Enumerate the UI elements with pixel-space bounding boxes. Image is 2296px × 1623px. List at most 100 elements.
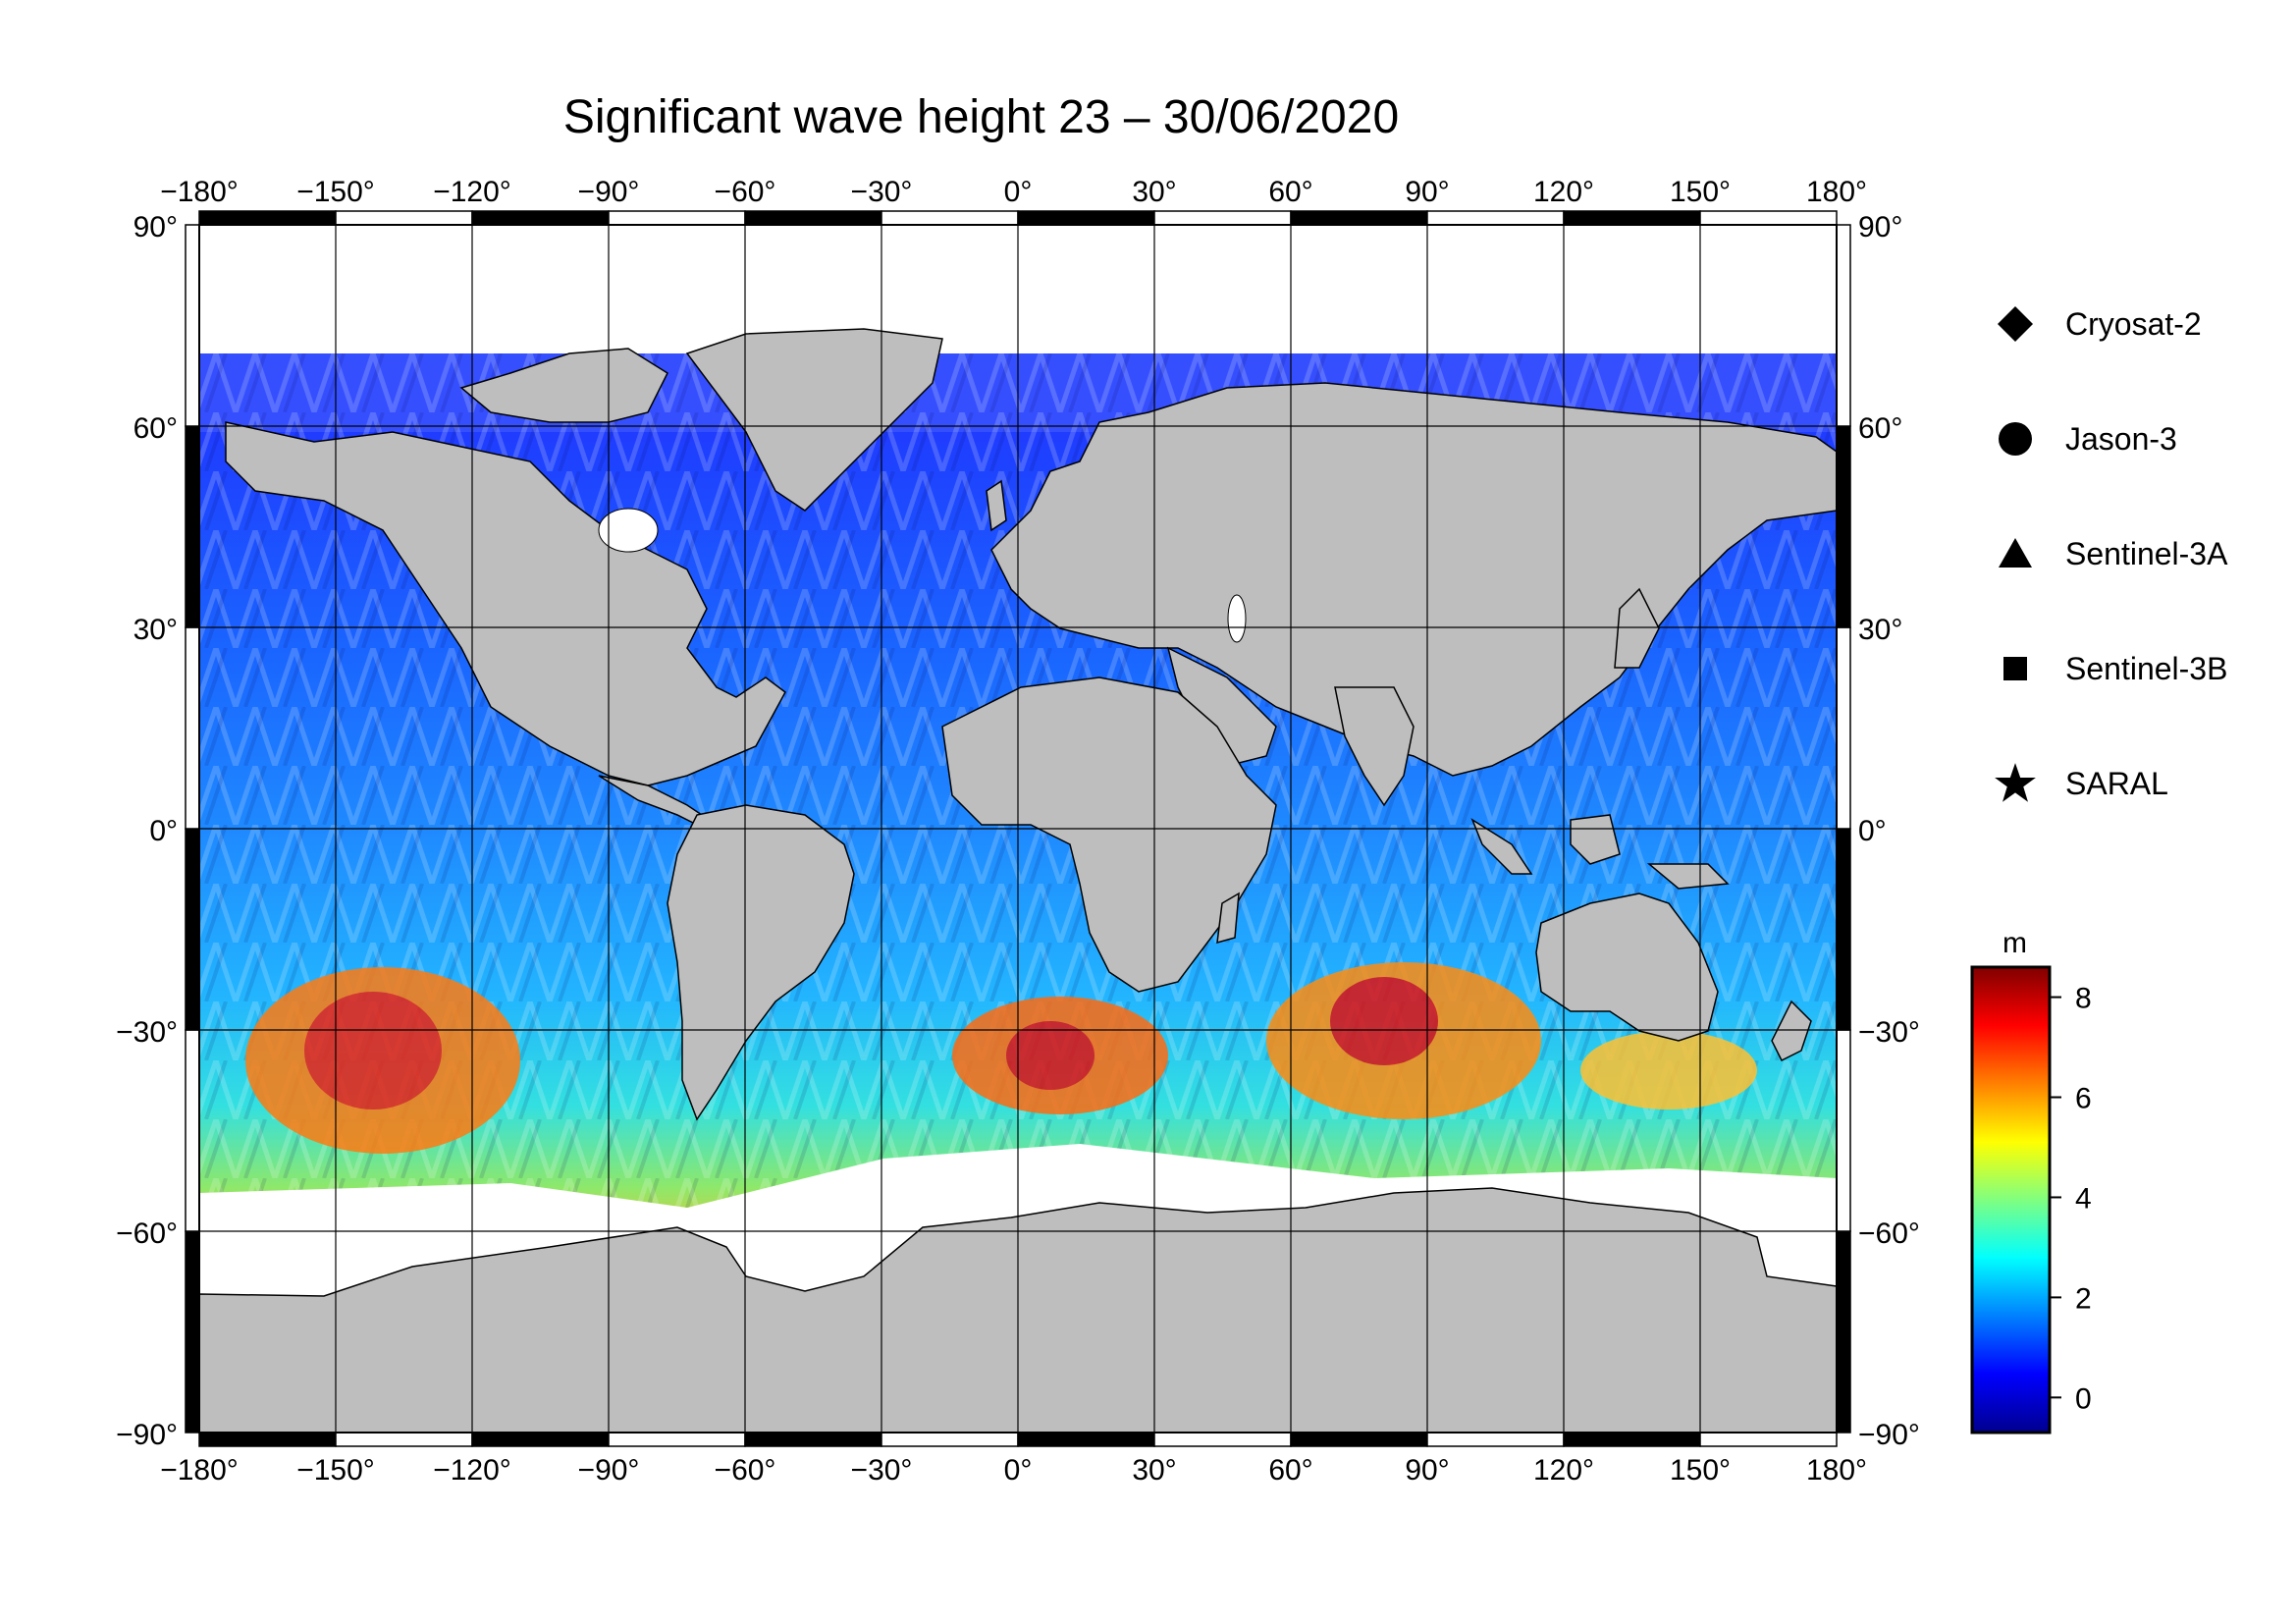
frame-bar-bottom [1017,1432,1155,1447]
legend-label: Sentinel-3A [2065,535,2228,571]
japan [1614,587,1660,669]
new-zealand [1771,1000,1812,1062]
legend-item: Sentinel-3A [1993,529,2227,578]
frame-bar-left [185,626,200,830]
map-title: Significant wave height 23 – 30/06/2020 [562,91,1400,143]
frame-bar-top [608,210,746,226]
lat-tick-label-right: −90° [1858,1419,1920,1451]
frame-bar-top [1017,210,1155,226]
lon-tick-label-bottom: −60° [715,1454,776,1487]
lon-tick-label-top: −180° [160,176,239,208]
lat-tick-label-left: −60° [116,1217,178,1250]
lon-tick-label-bottom: 90° [1405,1454,1449,1487]
colorbar-tick-label: 0 [2075,1382,2092,1415]
frame-bar-top [471,210,610,226]
colorbar-tick-label: 4 [2075,1182,2092,1215]
frame-bar-left [185,1029,200,1232]
lat-tick-label-left: 30° [133,614,178,646]
frame-bar-left [185,425,200,628]
lon-tick-label-top: 60° [1268,176,1312,208]
lat-tick-label-right: 0° [1858,815,1887,847]
lat-tick-label-left: 90° [133,211,178,243]
frame-bar-bottom [1699,1432,1838,1447]
lon-tick-label-bottom: −150° [296,1454,375,1487]
frame-bar-bottom [335,1432,473,1447]
lon-tick-label-bottom: −30° [851,1454,913,1487]
frame-bar-bottom [1563,1432,1701,1447]
lat-tick-label-left: 60° [133,412,178,445]
arabia [1166,646,1277,767]
lat-tick-label-right: 90° [1858,211,1902,243]
africa [941,676,1277,993]
map-frame [185,210,1851,1447]
caspian-sea [1227,594,1247,643]
greenland [685,328,943,512]
colorbar: 0 2 4 6 8 [1970,965,2092,1434]
frame-bar-top [1426,210,1565,226]
colorbar-ramp [1970,965,2052,1434]
lon-tick-label-top: 0° [1004,176,1033,208]
lon-tick-label-top: −30° [851,176,913,208]
frame-bar-right [1836,425,1851,628]
south-america [667,804,855,1121]
frame-bar-top [198,210,337,226]
lon-tick-label-top: −150° [296,176,375,208]
legend-label: Sentinel-3B [2065,650,2228,686]
lon-tick-label-top: 90° [1405,176,1449,208]
frame-bar-bottom [1290,1432,1428,1447]
british-isles [986,479,1007,532]
lon-tick-label-bottom: 120° [1533,1454,1594,1487]
lat-tick-label-right: −30° [1858,1016,1920,1049]
frame-bar-left [185,224,200,427]
star-icon [1993,761,2038,806]
colorbar-tick-label: 8 [2075,983,2092,1015]
lat-tick-label-right: 30° [1858,614,1902,646]
lat-tick-label-right: 60° [1858,412,1902,445]
frame-bar-right [1836,626,1851,830]
frame-bar-top [744,210,882,226]
lon-tick-label-bottom: 60° [1268,1454,1312,1487]
lon-tick-label-bottom: 150° [1670,1454,1731,1487]
new-guinea [1646,863,1730,890]
frame-bar-top [1290,210,1428,226]
high-wave-regions [245,962,1757,1154]
legend-label: Cryosat-2 [2065,305,2202,342]
frame-bar-top [1153,210,1292,226]
map-border [198,224,1838,1434]
frame-bar-right [1836,1029,1851,1232]
lon-tick-label-bottom: −180° [160,1454,239,1487]
lon-tick-label-top: 180° [1806,176,1867,208]
colorbar-tick-label: 2 [2075,1282,2092,1315]
legend-label: SARAL [2065,765,2168,801]
colorbar-unit: m [2002,927,2027,959]
frame-bar-bottom [608,1432,746,1447]
square-icon [1993,646,2038,691]
frame-bar-top [335,210,473,226]
frame-bar-bottom [881,1432,1019,1447]
lon-tick-label-bottom: 180° [1806,1454,1867,1487]
north-america [225,421,786,786]
lon-tick-label-bottom: −120° [433,1454,511,1487]
lon-tick-label-top: −60° [715,176,776,208]
lat-tick-label-left: −30° [116,1016,178,1049]
lon-tick-label-bottom: −90° [578,1454,640,1487]
lon-tick-label-top: 30° [1132,176,1176,208]
frame-bar-bottom [744,1432,882,1447]
sumatra [1470,818,1533,875]
lon-tick-label-bottom: 30° [1132,1454,1176,1487]
lat-tick-label-right: −60° [1858,1217,1920,1250]
hudson-bay [598,508,659,553]
frame-bar-right [1836,1230,1851,1434]
borneo [1570,814,1621,865]
frame-bar-bottom [198,1432,337,1447]
frame-bar-right [1836,224,1851,427]
frame-bar-top [1699,210,1838,226]
lon-tick-label-top: 120° [1533,176,1594,208]
frame-bar-top [1563,210,1701,226]
arctic-islands [459,348,668,423]
diamond-icon [1993,301,2038,347]
lon-tick-label-bottom: 0° [1004,1454,1033,1487]
frame-bar-left [185,828,200,1031]
australia [1535,893,1719,1042]
